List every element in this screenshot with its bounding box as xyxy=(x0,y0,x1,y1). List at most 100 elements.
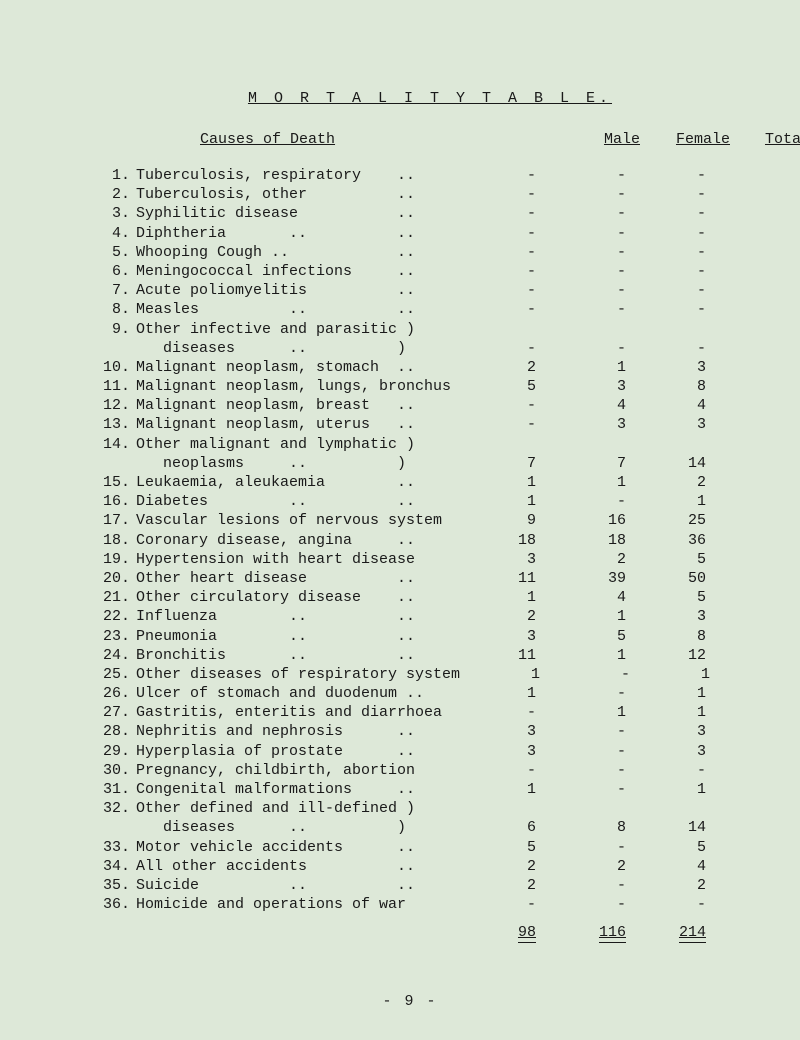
row-male: 1 xyxy=(456,492,536,511)
row-total: 1 xyxy=(630,665,710,684)
row-total: 14 xyxy=(626,454,706,473)
table-row: 28.Nephritis and nephrosis ..3-3 xyxy=(90,722,730,741)
row-male: - xyxy=(456,761,536,780)
row-cause: Other infective and parasitic ) xyxy=(136,320,456,339)
row-number: 3. xyxy=(90,204,136,223)
row-male: 6 xyxy=(456,818,536,837)
table-row: 25.Other diseases of respiratory system 1… xyxy=(90,665,730,684)
row-number: 10. xyxy=(90,358,136,377)
row-total: - xyxy=(626,224,706,243)
row-cause: Malignant neoplasm, stomach .. xyxy=(136,358,456,377)
row-cause: Coronary disease, angina .. xyxy=(136,531,456,550)
row-female: - xyxy=(536,722,626,741)
row-male: 9 xyxy=(456,511,536,530)
row-number: 9. xyxy=(90,320,136,339)
row-number: 26. xyxy=(90,684,136,703)
row-male: 2 xyxy=(456,358,536,377)
row-total: 36 xyxy=(626,531,706,550)
total-female: 116 xyxy=(536,924,626,943)
row-male: - xyxy=(456,339,536,358)
table-row: 16.Diabetes .. ..1-1 xyxy=(90,492,730,511)
row-male: 3 xyxy=(456,722,536,741)
row-number: 25. xyxy=(90,665,136,684)
row-number: 4. xyxy=(90,224,136,243)
row-male: 11 xyxy=(456,569,536,588)
row-total: 5 xyxy=(626,588,706,607)
row-cause: neoplasms .. ) xyxy=(136,454,456,473)
row-cause: Bronchitis .. .. xyxy=(136,646,456,665)
table-row: 8.Measles .. ..--- xyxy=(90,300,730,319)
row-number: 21. xyxy=(90,588,136,607)
row-cause: Nephritis and nephrosis .. xyxy=(136,722,456,741)
table-row: 9.Other infective and parasitic ) xyxy=(90,320,730,339)
row-female: - xyxy=(536,838,626,857)
row-cause: Other diseases of respiratory system xyxy=(136,665,460,684)
row-total: 4 xyxy=(626,857,706,876)
row-cause: Influenza .. .. xyxy=(136,607,456,626)
table-row: 36.Homicide and operations of war--- xyxy=(90,895,730,914)
row-number: 34. xyxy=(90,857,136,876)
table-row: 12.Malignant neoplasm, breast ..-44 xyxy=(90,396,730,415)
row-cause: Other malignant and lymphatic ) xyxy=(136,435,456,454)
row-male: 2 xyxy=(456,876,536,895)
row-number: 18. xyxy=(90,531,136,550)
row-number: 6. xyxy=(90,262,136,281)
row-cause: Other defined and ill-defined ) xyxy=(136,799,456,818)
row-cause: Leukaemia, aleukaemia .. xyxy=(136,473,456,492)
row-number: 2. xyxy=(90,185,136,204)
table-body: 1.Tuberculosis, respiratory ..---2.Tuber… xyxy=(90,166,730,914)
totals-row: 98 116 214 xyxy=(90,924,730,943)
row-female: 7 xyxy=(536,454,626,473)
table-row: 14.Other malignant and lymphatic ) xyxy=(90,435,730,454)
row-male: 5 xyxy=(456,838,536,857)
table-row: 6.Meningococcal infections ..--- xyxy=(90,262,730,281)
row-female: - xyxy=(536,185,626,204)
row-number: 30. xyxy=(90,761,136,780)
table-row: 27.Gastritis, enteritis and diarrhoea-11 xyxy=(90,703,730,722)
table-row: 2.Tuberculosis, other ..--- xyxy=(90,185,730,204)
row-female: - xyxy=(536,895,626,914)
row-female: - xyxy=(536,281,626,300)
header-male: Male xyxy=(560,131,640,148)
row-number: 33. xyxy=(90,838,136,857)
table-row: 26.Ulcer of stomach and duodenum ..1-1 xyxy=(90,684,730,703)
row-number: 15. xyxy=(90,473,136,492)
row-total: - xyxy=(626,185,706,204)
total-total: 214 xyxy=(626,924,706,943)
row-cause: Hyperplasia of prostate .. xyxy=(136,742,456,761)
row-number: 16. xyxy=(90,492,136,511)
row-total: 8 xyxy=(626,377,706,396)
row-male: 11 xyxy=(456,646,536,665)
row-number: 27. xyxy=(90,703,136,722)
row-female: 16 xyxy=(536,511,626,530)
table-row: 1.Tuberculosis, respiratory ..--- xyxy=(90,166,730,185)
table-row: 32.Other defined and ill-defined ) xyxy=(90,799,730,818)
table-row: 17.Vascular lesions of nervous system916… xyxy=(90,511,730,530)
row-total: 5 xyxy=(626,550,706,569)
row-total: 50 xyxy=(626,569,706,588)
row-male: 3 xyxy=(456,627,536,646)
row-female: 8 xyxy=(536,818,626,837)
table-row: diseases .. )6814 xyxy=(90,818,730,837)
row-cause: Pneumonia .. .. xyxy=(136,627,456,646)
row-total: - xyxy=(626,243,706,262)
row-number: 22. xyxy=(90,607,136,626)
row-number: 35. xyxy=(90,876,136,895)
row-total: 3 xyxy=(626,742,706,761)
row-male: 7 xyxy=(456,454,536,473)
row-total: 2 xyxy=(626,876,706,895)
page-title: M O R T A L I T Y T A B L E. xyxy=(90,90,730,107)
row-cause: Diphtheria .. .. xyxy=(136,224,456,243)
row-total: 3 xyxy=(626,415,706,434)
table-row: 31.Congenital malformations ..1-1 xyxy=(90,780,730,799)
row-male: - xyxy=(456,281,536,300)
row-cause: Pregnancy, childbirth, abortion xyxy=(136,761,456,780)
row-male xyxy=(456,799,536,818)
row-number: 5. xyxy=(90,243,136,262)
row-female: - xyxy=(536,204,626,223)
table-row: 29.Hyperplasia of prostate ..3-3 xyxy=(90,742,730,761)
row-female: 5 xyxy=(536,627,626,646)
row-male: - xyxy=(456,415,536,434)
row-cause: Malignant neoplasm, lungs, bronchus xyxy=(136,377,456,396)
row-cause: Motor vehicle accidents .. xyxy=(136,838,456,857)
